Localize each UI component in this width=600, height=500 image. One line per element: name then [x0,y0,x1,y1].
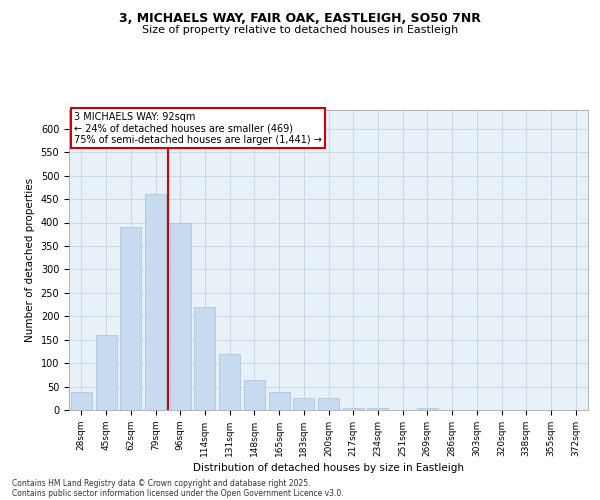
Bar [367,408,388,410]
Bar [269,392,290,410]
Bar [194,307,215,410]
Text: Contains HM Land Registry data © Crown copyright and database right 2025.: Contains HM Land Registry data © Crown c… [12,478,311,488]
Bar [244,380,265,410]
Text: Size of property relative to detached houses in Eastleigh: Size of property relative to detached ho… [142,25,458,35]
Y-axis label: Number of detached properties: Number of detached properties [25,178,35,342]
Bar [95,335,116,410]
Bar [219,354,240,410]
Text: Contains public sector information licensed under the Open Government Licence v3: Contains public sector information licen… [12,488,344,498]
Bar [145,194,166,410]
Bar [71,392,92,410]
Text: 3, MICHAELS WAY, FAIR OAK, EASTLEIGH, SO50 7NR: 3, MICHAELS WAY, FAIR OAK, EASTLEIGH, SO… [119,12,481,26]
Bar [343,408,364,410]
Text: 3 MICHAELS WAY: 92sqm
← 24% of detached houses are smaller (469)
75% of semi-det: 3 MICHAELS WAY: 92sqm ← 24% of detached … [74,112,322,144]
Bar [293,398,314,410]
Bar [318,398,339,410]
X-axis label: Distribution of detached houses by size in Eastleigh: Distribution of detached houses by size … [193,463,464,473]
Bar [170,222,191,410]
Bar [120,227,141,410]
Bar [417,408,438,410]
